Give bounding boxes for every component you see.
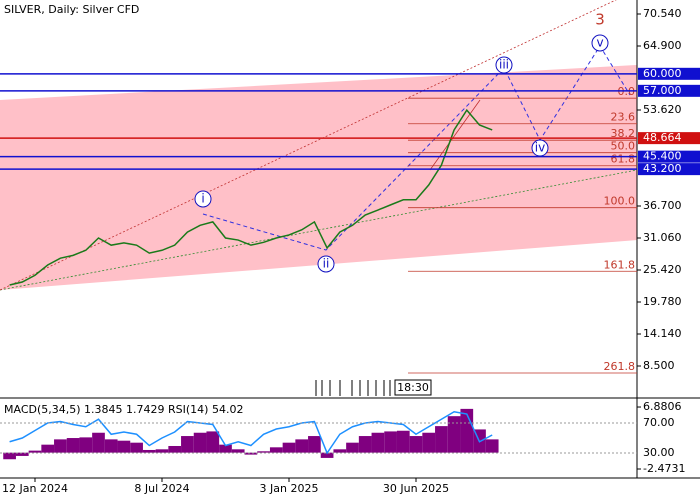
macd-bar (295, 439, 309, 453)
macd-bar (28, 450, 42, 453)
wave-label: iv (535, 141, 545, 155)
macd-bar (155, 449, 169, 453)
y-tick-label: 70.540 (643, 7, 682, 20)
y-tick-label: 19.780 (643, 295, 682, 308)
indicator-title: MACD(5,34,5) 1.3845 1.7429 RSI(14) 54.02 (4, 403, 243, 416)
macd-bar (358, 436, 372, 453)
y-tick-label: 8.500 (643, 359, 675, 372)
macd-bar (333, 449, 347, 453)
macd-bar (219, 444, 232, 453)
wave-label: iii (499, 58, 509, 72)
macd-bar (384, 431, 397, 453)
wave-label: i (201, 191, 204, 205)
level-box (638, 84, 700, 97)
macd-bar (66, 438, 80, 453)
wave-label: ii (323, 256, 330, 270)
y-tick-label: 14.140 (643, 327, 682, 340)
level-label: 57.000 (643, 84, 682, 97)
x-tick-label: 12 Jan 2024 (2, 482, 68, 495)
level-label: 45.400 (643, 150, 682, 163)
macd-bar (371, 432, 385, 453)
wave-path (202, 45, 631, 251)
fib-label: 0.0 (618, 85, 636, 98)
fib-label: 50.0 (611, 140, 636, 153)
fib-label: 100.0 (604, 195, 636, 208)
y2-tick-label: 30.00 (643, 446, 675, 459)
macd-bar (447, 416, 461, 453)
y-tick-label: 31.060 (643, 231, 682, 244)
chart-title: SILVER, Daily: Silver CFD (4, 3, 139, 16)
macd-bar (396, 430, 410, 453)
wave-label: 3 (595, 11, 605, 29)
macd-bar (15, 452, 29, 456)
level-box (638, 67, 700, 80)
y-tick-label: 36.700 (643, 199, 682, 212)
level-box (638, 163, 700, 176)
macd-bar (117, 440, 131, 453)
macd-bar (282, 442, 296, 453)
y-tick-label: 6.8806 (643, 400, 682, 413)
wave-label: v (596, 36, 603, 50)
macd-bar (168, 445, 182, 453)
macd-bar (409, 436, 423, 453)
x-tick-label: 8 Jul 2024 (134, 482, 189, 495)
y-tick-label: -2.4731 (643, 462, 685, 475)
level-box (638, 132, 700, 145)
macd-bar (130, 442, 143, 453)
wave-marker (495, 56, 513, 74)
macd-bar (485, 439, 499, 453)
channel (0, 65, 637, 290)
macd-bar (257, 451, 270, 453)
macd-bar (269, 447, 283, 453)
rsi-line (9, 410, 493, 455)
macd-bar (308, 436, 321, 453)
fib-label: 23.6 (611, 111, 636, 124)
fib-label: 161.8 (604, 258, 636, 271)
macd-bar (92, 432, 105, 453)
macd-bar (244, 452, 258, 455)
y-tick-label: 53.620 (643, 103, 682, 116)
macd-bar (193, 432, 207, 453)
level-label: 60.000 (643, 67, 682, 80)
macd-bar (422, 432, 436, 453)
macd-bar (435, 426, 448, 453)
wave-path (429, 99, 481, 171)
y2-tick-label: 70.00 (643, 416, 675, 429)
y-tick-label: 25.420 (643, 263, 682, 276)
y-tick-label: 64.900 (643, 39, 682, 52)
macd-bar (79, 437, 93, 453)
time-label: 18:30 (397, 381, 429, 394)
fib-label: 38.2 (611, 127, 636, 140)
level-label: 43.200 (643, 162, 682, 175)
wave-marker (531, 139, 549, 157)
wave-marker (591, 34, 609, 52)
price-line (9, 108, 493, 286)
macd-bar (181, 436, 194, 453)
macd-bar (104, 439, 118, 453)
x-tick-label: 30 Jun 2025 (383, 482, 449, 495)
macd-bar (3, 452, 16, 460)
macd-bar (346, 442, 359, 453)
wave-marker (194, 190, 212, 208)
level-box (638, 150, 700, 163)
volume-ticks (315, 380, 391, 396)
macd-bar (231, 449, 245, 453)
fib-label: 261.8 (604, 360, 636, 373)
macd-bar (142, 449, 156, 453)
x-tick-label: 3 Jan 2025 (260, 482, 319, 495)
wave-marker (317, 255, 335, 273)
macd-bar (206, 431, 220, 453)
macd-bar (41, 444, 55, 453)
time-box (394, 379, 432, 396)
macd-bar (54, 439, 67, 453)
trend-line (0, 0, 617, 291)
fib-label: 61.8 (611, 153, 636, 166)
level-label: 48.664 (643, 131, 682, 144)
macd-bar (320, 452, 334, 458)
